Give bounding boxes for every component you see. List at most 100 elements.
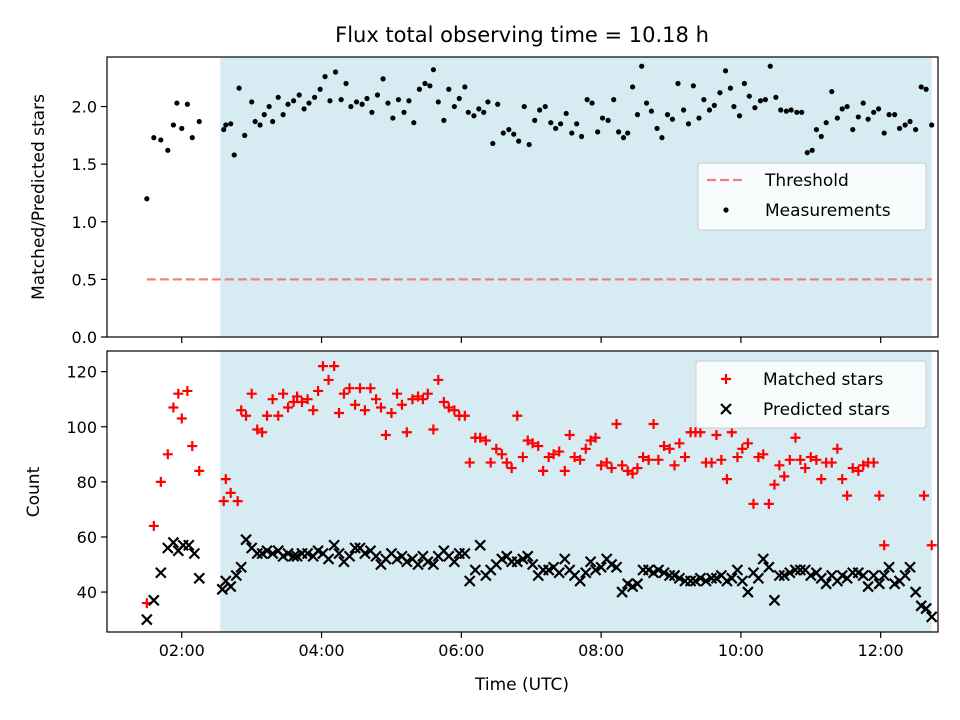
measurement-point [451, 103, 457, 110]
predicted-star-point [282, 547, 294, 560]
predicted-star-point [463, 575, 476, 587]
matched-star-point [323, 374, 334, 385]
predicted-star-point [736, 575, 749, 587]
measurement-point [364, 95, 370, 102]
predicted-star-point [867, 569, 880, 582]
predicted-star-point [763, 561, 775, 574]
measurement-point [221, 126, 227, 133]
measurement-point [311, 94, 318, 100]
measurement-point [532, 117, 538, 123]
matched-star-point [763, 498, 774, 509]
measurement-point [257, 122, 263, 128]
predicted-star-point [584, 555, 597, 568]
predicted-star-point [182, 539, 195, 551]
series-measurements [144, 63, 935, 202]
matched-star-point [302, 394, 313, 405]
matched-star-point [417, 394, 428, 405]
matched-star-point [459, 410, 470, 421]
measurement-point [611, 97, 617, 103]
matched-star-point [538, 465, 549, 476]
measurement-point [327, 98, 333, 104]
measurement-point [266, 103, 272, 110]
measurement-point [144, 196, 150, 202]
predicted-star-point [752, 572, 765, 585]
legend-threshold-label: Threshold [764, 171, 849, 191]
measurement-point [223, 122, 229, 128]
measurement-point [923, 86, 929, 92]
predicted-star-point [230, 569, 243, 582]
predicted-star-point [427, 558, 440, 571]
measurement-point [406, 98, 412, 104]
measurement-point [844, 103, 850, 110]
measurement-point [834, 115, 840, 121]
measurement-point [158, 137, 164, 143]
predicted-star-point [726, 572, 738, 585]
predicted-star-point [778, 569, 791, 582]
matched-star-point [438, 396, 449, 407]
measurement-point [332, 69, 339, 75]
measurement-point [669, 116, 676, 122]
measurement-point [850, 126, 856, 133]
measurement-point [542, 103, 548, 110]
measurement-point [717, 90, 723, 96]
measurement-point [706, 107, 713, 113]
matched-star-point [669, 460, 680, 471]
matched-star-point [653, 454, 664, 465]
measurement-point [929, 122, 935, 128]
measurement-point [794, 109, 800, 115]
measurement-point [322, 73, 328, 80]
matched-star-point [392, 388, 403, 399]
matched-star-point [313, 385, 324, 396]
matched-star-point [296, 396, 307, 407]
measurement-point [648, 108, 655, 114]
matched-star-point [617, 460, 628, 471]
legend-measurement-label: Measurements [765, 201, 891, 221]
measurement-point [348, 103, 354, 110]
matched-star-point [564, 430, 575, 441]
y-tick-label: 40 [77, 583, 97, 602]
measurement-point [829, 88, 835, 95]
y-tick-label: 1.0 [72, 213, 97, 232]
matched-star-point [428, 424, 439, 435]
predicted-star-point [574, 575, 586, 587]
predicted-star-point [469, 564, 482, 576]
measurement-point [557, 121, 564, 127]
predicted-star-point [731, 564, 744, 576]
matched-star-point [758, 449, 769, 460]
series-predicted-stars [141, 533, 938, 626]
predicted-star-point [904, 561, 916, 574]
x-tick-label: 02:00 [159, 641, 205, 660]
predicted-star-point [700, 575, 712, 587]
matched-star-point [464, 457, 475, 468]
matched-star-point [832, 443, 843, 454]
matched-star-point [627, 468, 638, 479]
measurement-point [548, 120, 554, 126]
measurement-point [395, 97, 402, 103]
matched-star-point [847, 463, 858, 474]
measurement-point [390, 115, 396, 121]
measurement-point [231, 152, 237, 158]
measurement-point [757, 98, 764, 104]
predicted-star-point [742, 586, 754, 598]
measurement-point [701, 97, 707, 103]
y-tick-label: 120 [66, 363, 97, 382]
measurement-point [741, 80, 748, 87]
matched-star-point [664, 443, 675, 454]
matched-star-point [569, 452, 580, 463]
y-tick-label: 0.5 [72, 270, 97, 289]
matched-star-point [338, 388, 349, 399]
predicted-star-point [412, 558, 424, 571]
matched-star-point [874, 490, 885, 501]
matched-star-point [711, 430, 722, 441]
y-tick-label: 80 [77, 473, 97, 492]
measurement-point [615, 129, 622, 135]
measurement-point [374, 92, 381, 98]
predicted-star-point [663, 569, 676, 582]
measurement-point [778, 107, 784, 113]
measurement-point [416, 86, 423, 92]
measurement-point [369, 109, 375, 115]
matched-star-point [784, 454, 795, 465]
predicted-star-point [616, 586, 628, 598]
matched-star-point [396, 399, 407, 410]
predicted-star-point [261, 544, 273, 557]
